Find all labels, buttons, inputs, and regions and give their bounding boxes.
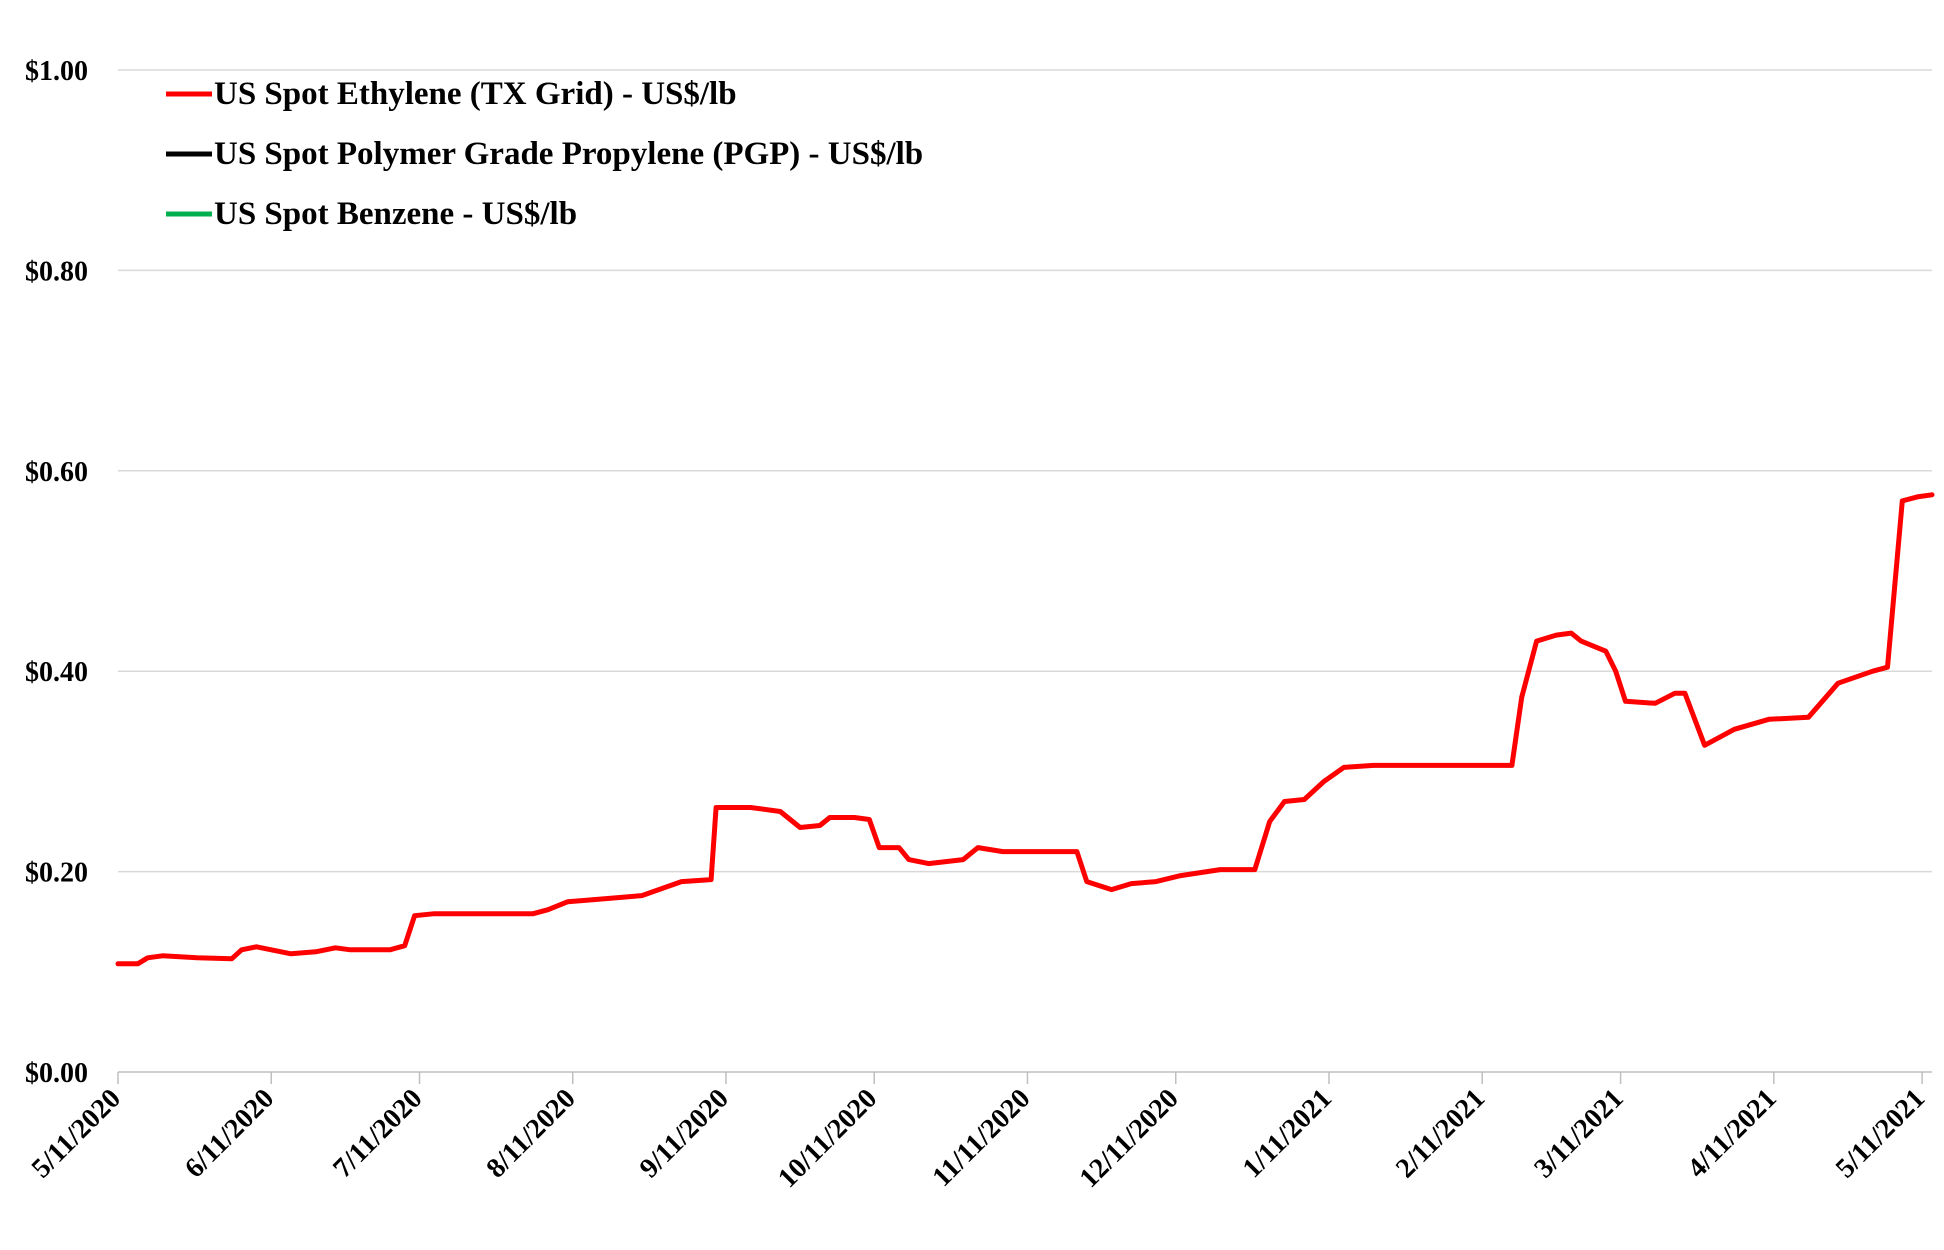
y-tick-label: $1.00	[25, 56, 88, 87]
y-tick-label: $0.80	[25, 256, 88, 287]
x-tick-label: 5/11/2020	[26, 1083, 127, 1184]
x-tick-label: 4/11/2021	[1682, 1083, 1783, 1184]
x-tick-label: 11/11/2020	[926, 1083, 1036, 1193]
x-axis: 5/11/2020 6/11/2020 7/11/2020 8/11/2020 9/11…	[26, 1071, 1932, 1194]
y-tick-label: $0.20	[25, 858, 88, 889]
x-tick-label: 3/11/2021	[1528, 1083, 1629, 1184]
x-tick-label: 5/11/2021	[1830, 1083, 1931, 1184]
legend: US Spot Ethylene (TX Grid) - US$/lb US Sp…	[166, 76, 923, 232]
y-axis-tick-labels: $0.00 $0.20 $0.40 $0.60 $0.80 $1.00	[25, 56, 88, 1089]
legend-label-2: US Spot Benzene - US$/lb	[214, 196, 577, 232]
y-tick-label: $0.40	[25, 657, 88, 688]
legend-label-1: US Spot Polymer Grade Propylene (PGP) - …	[214, 136, 923, 172]
series-line-0	[115, 492, 1935, 967]
x-tick-label: 6/11/2020	[179, 1083, 280, 1184]
gridlines	[118, 69, 1932, 873]
x-tick-label: 7/11/2020	[327, 1083, 428, 1184]
x-tick-label: 10/11/2020	[772, 1083, 883, 1194]
y-tick-label: $0.60	[25, 457, 88, 488]
x-tick-label: 9/11/2020	[634, 1083, 735, 1184]
y-tick-label: $0.00	[25, 1058, 88, 1089]
legend-label-0: US Spot Ethylene (TX Grid) - US$/lb	[214, 76, 737, 112]
x-tick-label: 8/11/2020	[481, 1083, 582, 1184]
x-tick-label: 1/11/2021	[1237, 1083, 1338, 1184]
series-lines	[115, 492, 1935, 967]
x-tick-label: 12/11/2020	[1074, 1083, 1185, 1194]
x-tick-label: 2/11/2021	[1390, 1083, 1491, 1184]
